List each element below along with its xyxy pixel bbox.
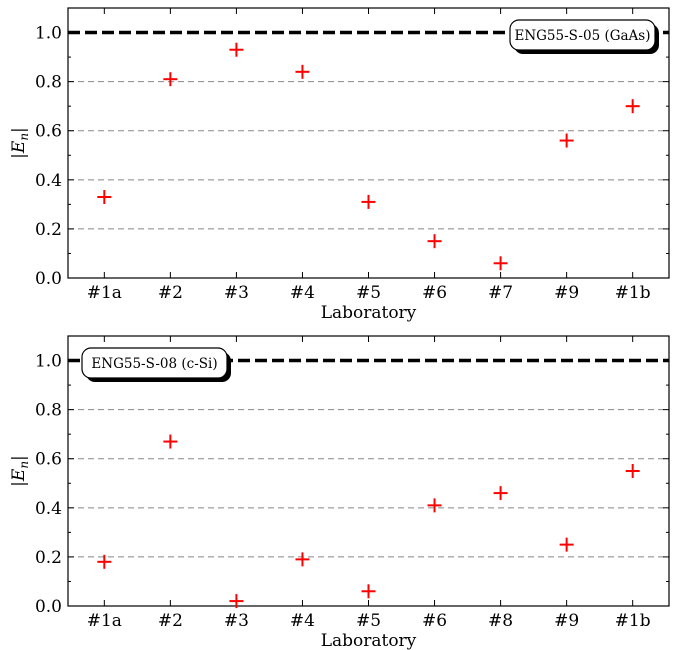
y-tick-label: 0.2 xyxy=(35,548,62,568)
x-tick-label: #2 xyxy=(158,611,183,631)
legend-label: ENG55-S-08 (c-Si) xyxy=(91,356,217,372)
data-point xyxy=(427,498,442,513)
legend-box xyxy=(81,347,228,379)
y-tick-label: 0.4 xyxy=(35,171,62,191)
x-tick-label: #5 xyxy=(356,283,381,303)
x-tick-label: #4 xyxy=(290,611,315,631)
x-tick-label: #9 xyxy=(554,611,579,631)
x-axis-label: Laboratory xyxy=(321,303,417,323)
y-tick-label: 0.8 xyxy=(35,401,62,421)
y-tick-label: 0.2 xyxy=(35,220,62,240)
data-point xyxy=(97,554,112,569)
legend-box xyxy=(509,19,656,51)
chart-c-si: 0.0 0.2 0.4 0.6 0.8 1.0 #1a #2 #3 #4 #5 #6 #8 #9 #1b La… xyxy=(9,335,670,650)
data-point xyxy=(559,133,574,148)
chart-gaas: 0.0 0.2 0.4 0.6 0.8 1.0 #1a #2 #3 #4 #5 #6 #7 #9 #1b La… xyxy=(9,7,670,323)
data-point xyxy=(295,552,310,567)
data-point xyxy=(559,537,574,552)
x-axis-label: Laboratory xyxy=(321,631,417,650)
x-tick-label: #1b xyxy=(615,283,651,303)
y-tick-label: 0.8 xyxy=(35,73,62,93)
data-point xyxy=(163,72,178,87)
x-tick-label: #3 xyxy=(224,611,249,631)
y-tick-label: 0.0 xyxy=(35,597,62,617)
x-tick-label: #9 xyxy=(554,283,579,303)
x-tick-label: #7 xyxy=(488,283,513,303)
x-tick-label: #1a xyxy=(87,283,122,303)
data-point xyxy=(97,190,112,204)
x-tick-label: #1b xyxy=(615,611,651,631)
data-point xyxy=(361,194,376,209)
x-tick-label: #3 xyxy=(224,283,249,303)
x-tick-label: #1a xyxy=(87,611,122,631)
y-axis-label: |En| xyxy=(9,455,31,487)
y-tick-label: 0.4 xyxy=(35,499,62,519)
y-tick-label: 0.6 xyxy=(35,450,62,470)
data-point xyxy=(229,42,244,57)
x-tick-label: #6 xyxy=(422,611,447,631)
data-point xyxy=(625,464,640,478)
x-tick-label: #2 xyxy=(158,283,183,303)
data-point xyxy=(163,434,178,449)
y-tick-label: 1.0 xyxy=(35,352,62,372)
x-tick-label: #5 xyxy=(356,611,381,631)
x-tick-label: #4 xyxy=(290,283,315,303)
data-point xyxy=(361,584,376,599)
y-tick-label: 0.0 xyxy=(35,269,62,289)
x-tick-label: #6 xyxy=(422,283,447,303)
data-point xyxy=(295,64,310,79)
x-tick-label: #8 xyxy=(488,611,513,631)
data-point xyxy=(229,594,244,609)
data-point xyxy=(493,256,508,271)
y-axis-label: |En| xyxy=(9,127,31,159)
data-point xyxy=(427,234,442,249)
y-tick-label: 1.0 xyxy=(35,24,62,44)
legend-label: ENG55-S-05 (GaAs) xyxy=(514,28,650,44)
data-point xyxy=(493,486,508,501)
data-point xyxy=(625,99,640,114)
y-tick-label: 0.6 xyxy=(35,122,62,142)
